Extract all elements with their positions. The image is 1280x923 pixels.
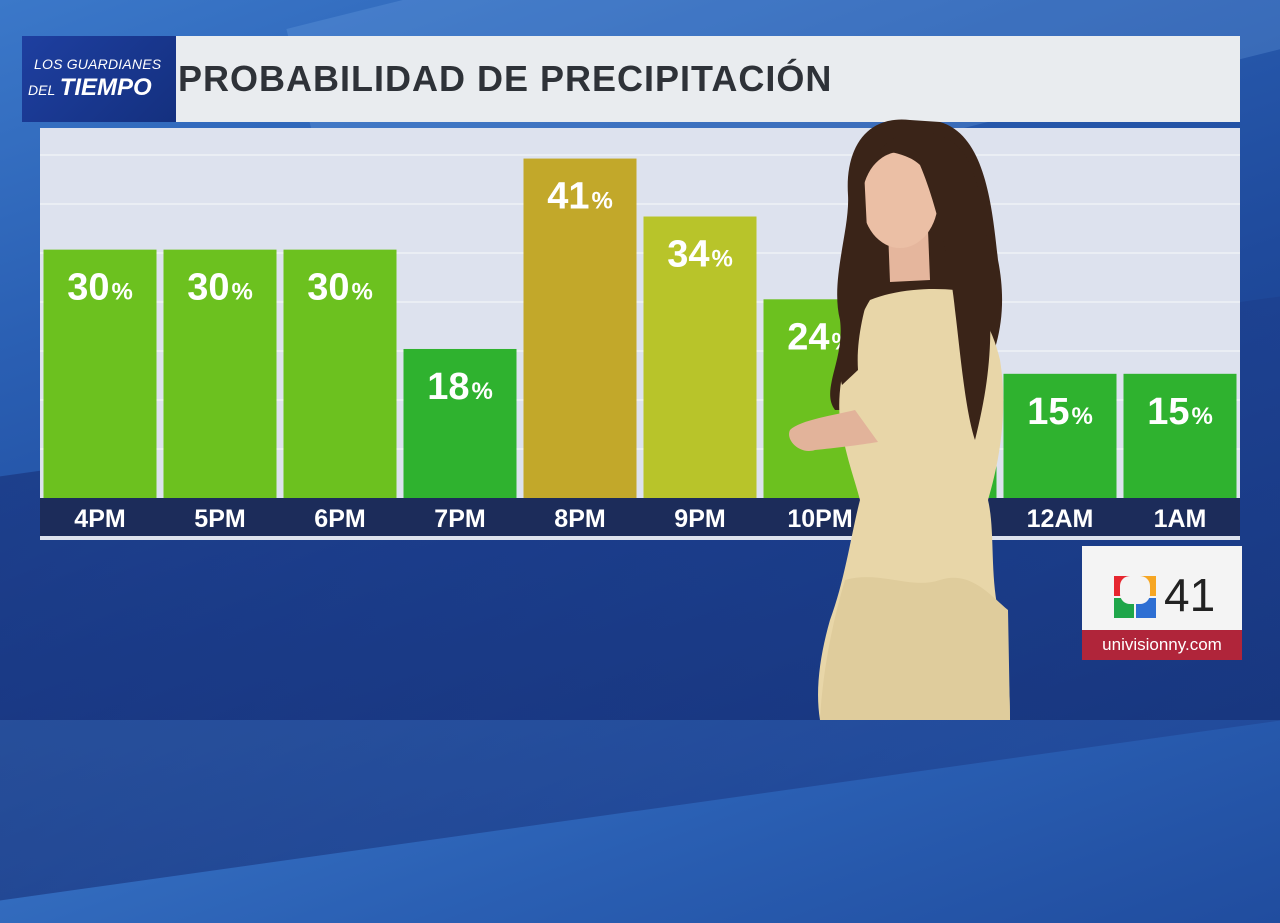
tick-label-6pm: 6PM (314, 505, 365, 533)
show-logo: LOS GUARDIANES DEL TIEMPO (22, 36, 176, 122)
data-label-7pm: 18% (427, 366, 493, 408)
logo-line-1: LOS GUARDIANES (34, 56, 162, 72)
data-label-8pm: 41% (547, 176, 613, 218)
bar-12am (1003, 373, 1117, 498)
tick-label-12am: 12AM (1027, 505, 1094, 533)
logo-tiempo: TIEMPO (59, 74, 152, 101)
tick-label-7pm: 7PM (434, 505, 485, 533)
logo-del: DEL (28, 82, 56, 98)
tick-label-4pm: 4PM (74, 505, 125, 533)
channel-number: 41 (1164, 569, 1216, 621)
data-label-12am: 15% (1027, 391, 1093, 433)
data-label-9pm: 34% (667, 234, 733, 276)
precipitation-bar-chart: 30%4PM30%5PM30%6PM18%7PM41%8PM34%9PM24%1… (40, 154, 1240, 536)
logo-line-2: DEL TIEMPO (28, 74, 152, 102)
bar-4pm (43, 249, 157, 498)
tick-label-9pm: 9PM (674, 505, 725, 533)
page-title: PROBABILIDAD DE PRECIPITACIÓN (178, 58, 833, 99)
bar-6pm (283, 249, 397, 498)
bar-9pm (643, 216, 757, 498)
data-label-6pm: 30% (307, 267, 373, 309)
x-axis-band (40, 498, 1240, 536)
bar-7pm (403, 348, 517, 498)
bar-5pm (163, 249, 277, 498)
tick-label-8pm: 8PM (554, 505, 605, 533)
data-label-4pm: 30% (67, 267, 133, 309)
data-label-1am: 15% (1147, 391, 1213, 433)
tick-label-10pm: 10PM (787, 505, 852, 533)
univision-logo-icon (1114, 576, 1156, 618)
header-bar: LOS GUARDIANES DEL TIEMPO PROBABILIDAD D… (22, 36, 1240, 122)
station-url: univisionny.com (1082, 630, 1242, 660)
presenter-figure (789, 119, 1010, 720)
bar-8pm (523, 158, 637, 498)
station-logo: 41 univisionny.com (1082, 546, 1242, 660)
tick-label-1am: 1AM (1154, 505, 1207, 533)
tick-label-5pm: 5PM (194, 505, 245, 533)
bar-1am (1123, 373, 1237, 498)
chart-panel: 30%4PM30%5PM30%6PM18%7PM41%8PM34%9PM24%1… (40, 128, 1240, 540)
data-label-5pm: 30% (187, 267, 253, 309)
